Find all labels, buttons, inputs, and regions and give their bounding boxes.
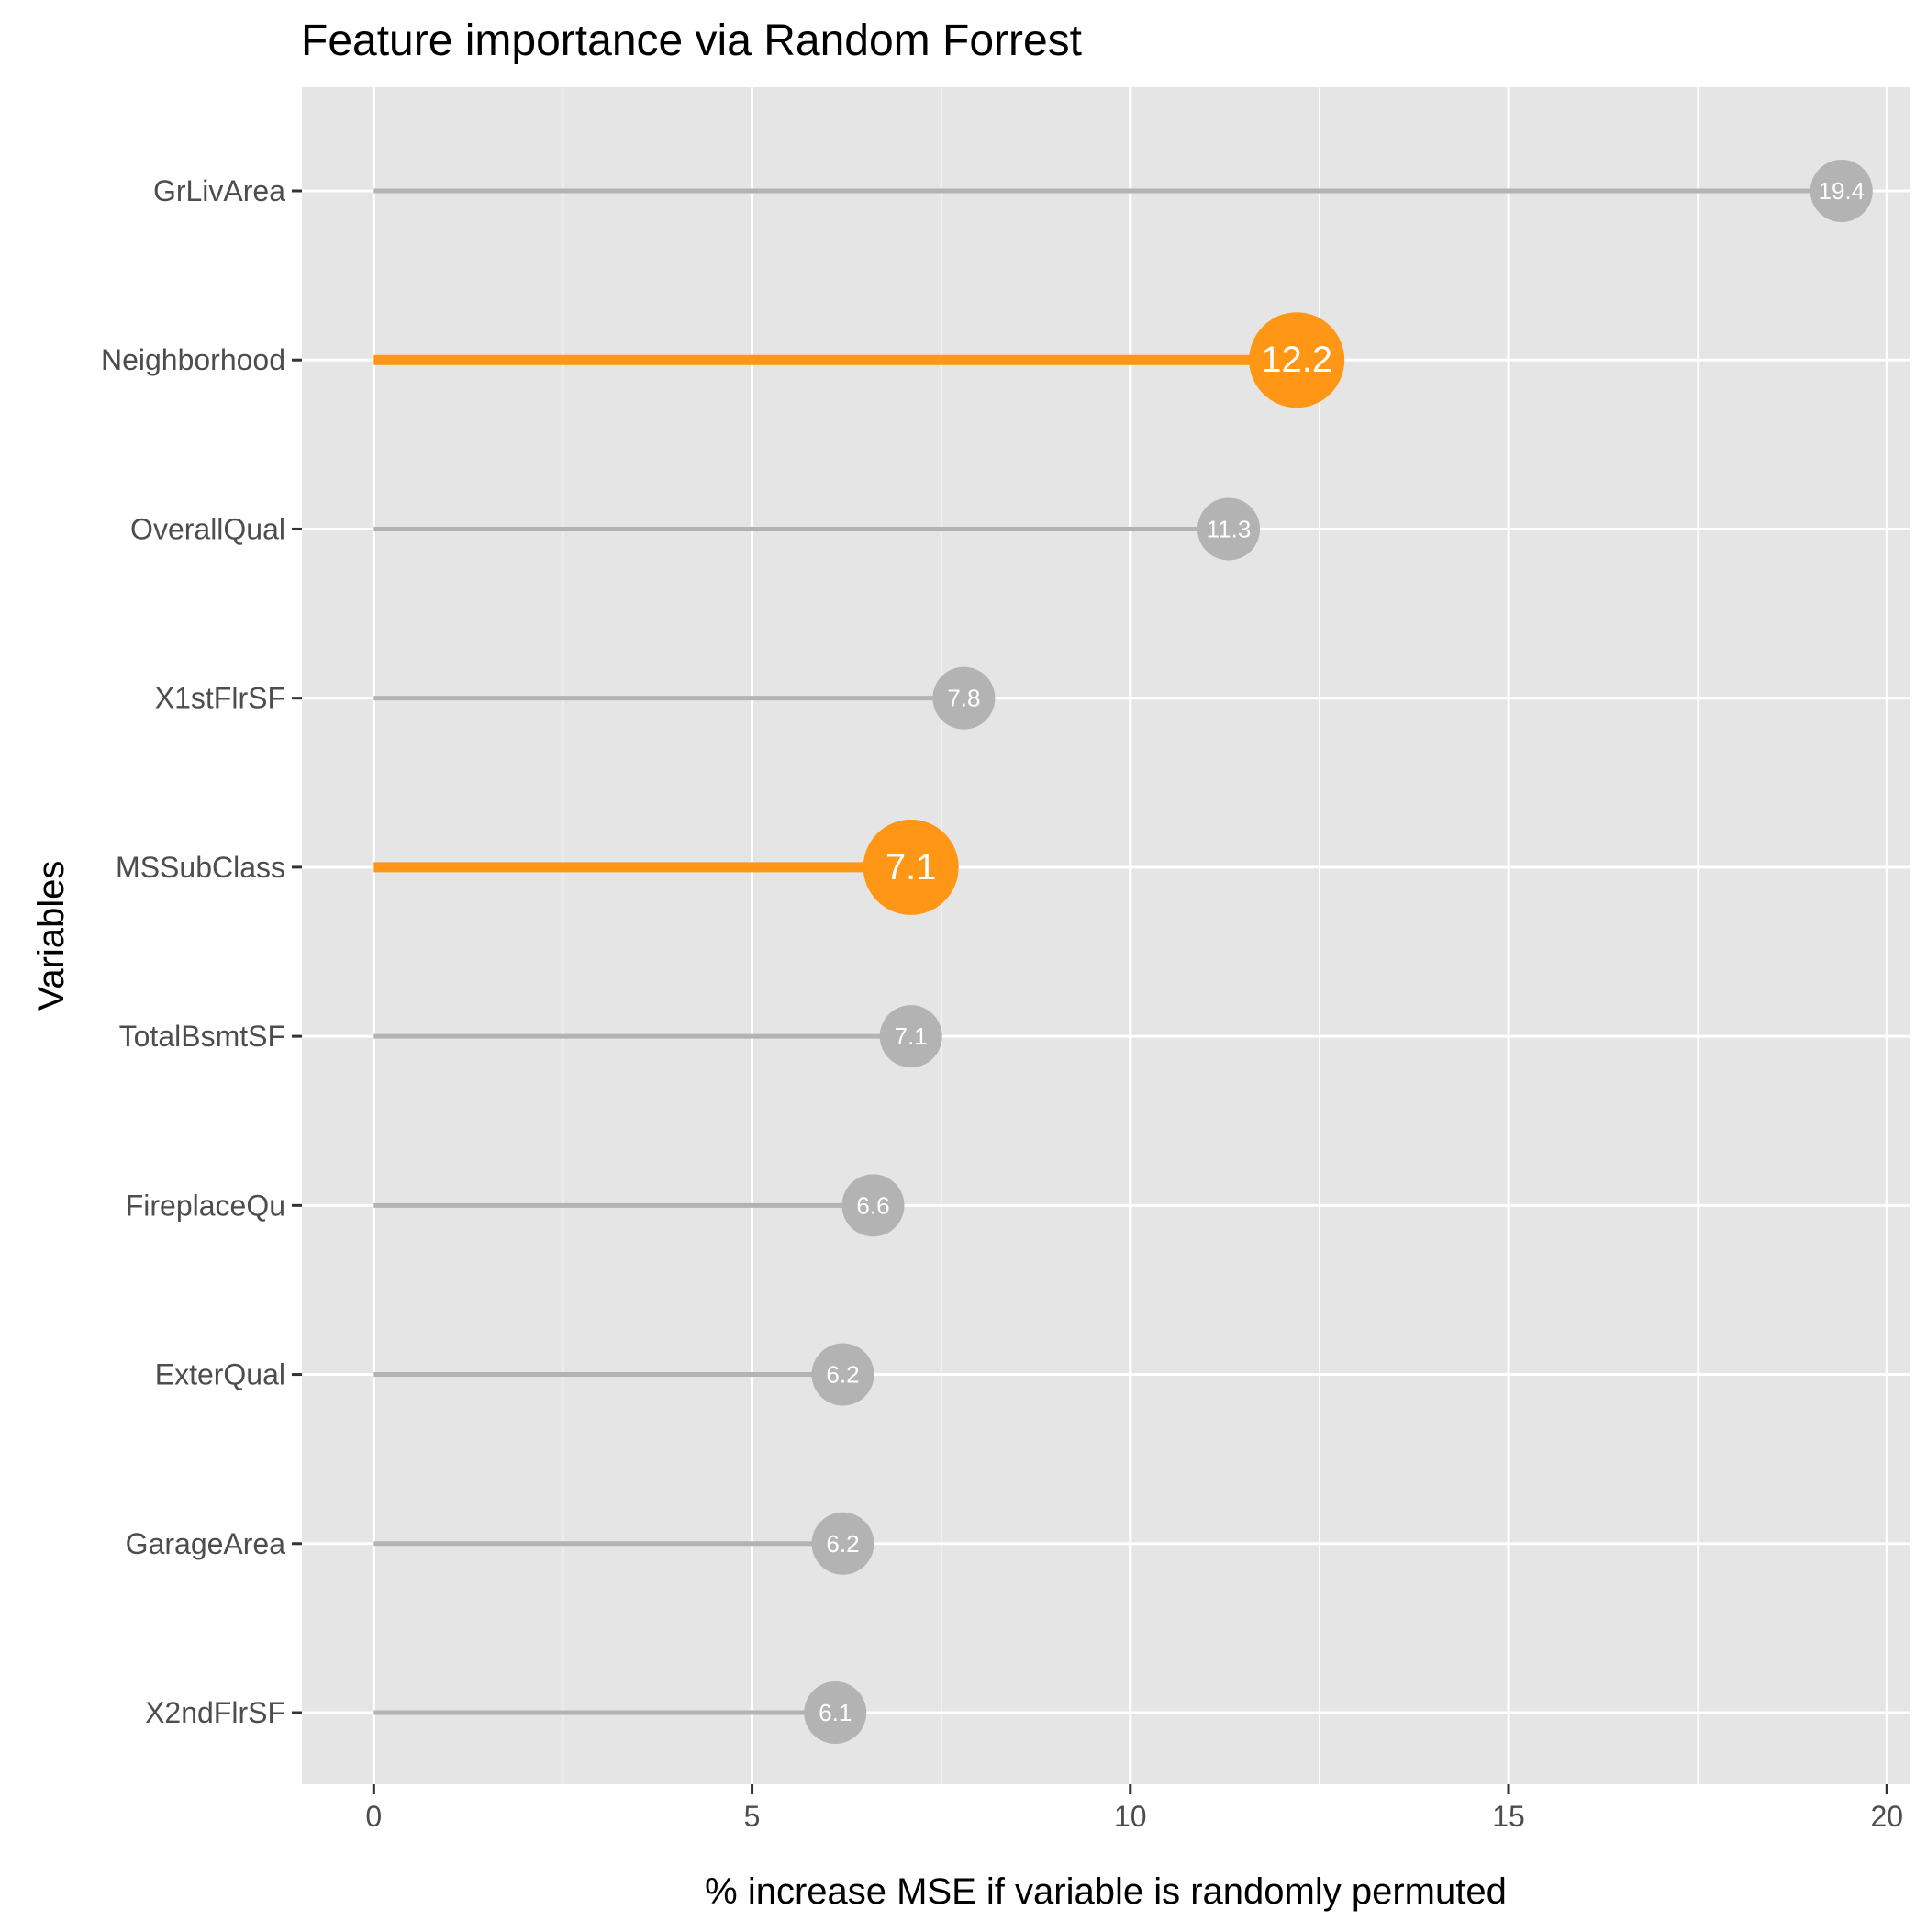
axes: 0 5 10 15 20 GrLivArea Neighborhood OverallQual… (101, 174, 1903, 1833)
data-label: 6.6 (856, 1191, 889, 1219)
chart-title: Feature importance via Random Forrest (301, 17, 1082, 65)
y-tick-label: OverallQual (130, 512, 285, 545)
lollipop-dot (841, 1174, 905, 1237)
data-label: 19.4 (1818, 177, 1865, 205)
y-tick-label: TotalBsmtSF (119, 1020, 285, 1053)
x-axis-title: % increase MSE if variable is randomly p… (705, 1871, 1507, 1912)
x-tick-label: 20 (1870, 1800, 1903, 1833)
data-label: 12.2 (1261, 340, 1332, 380)
x-tick-label: 5 (744, 1800, 761, 1833)
lollipop-dot (811, 1512, 874, 1575)
data-label: 6.1 (819, 1699, 852, 1726)
data-label: 7.1 (886, 847, 937, 888)
lollipop-dot (879, 1005, 942, 1068)
y-axis-title: Variables (31, 861, 72, 1011)
lollipop-marks: 19.4 12.2 11.3 7.8 7.1 7.1 6.6 6.2 6.2 6.1 (373, 160, 1873, 1744)
x-tick-label: 0 (365, 1800, 382, 1833)
y-tick-label: MSSubClass (116, 851, 285, 884)
y-tick-label: GarageArea (126, 1527, 286, 1560)
data-label: 6.2 (826, 1361, 859, 1389)
lollipop-dot (932, 666, 996, 730)
lollipop-dot (1197, 497, 1260, 561)
plot-panel (302, 87, 1910, 1784)
y-tick-label: FireplaceQu (126, 1189, 285, 1222)
data-label: 6.2 (826, 1530, 859, 1558)
lollipop-dot (863, 819, 959, 915)
data-label: 7.1 (895, 1022, 928, 1050)
y-tick-label: X1stFlrSF (155, 682, 285, 715)
y-tick-label: GrLivArea (153, 174, 285, 207)
lollipop-dot (804, 1681, 867, 1744)
lollipop-dot (1249, 312, 1345, 408)
y-tick-label: ExterQual (155, 1358, 285, 1391)
x-tick-label: 10 (1114, 1800, 1147, 1833)
lollipop-dot (1810, 160, 1873, 222)
lollipop-dot (811, 1343, 874, 1406)
y-tick-label: X2ndFlrSF (145, 1696, 285, 1729)
y-tick-label: Neighborhood (101, 343, 285, 376)
data-label: 7.8 (947, 685, 980, 712)
x-tick-label: 15 (1492, 1800, 1525, 1833)
data-label: 11.3 (1207, 515, 1252, 542)
